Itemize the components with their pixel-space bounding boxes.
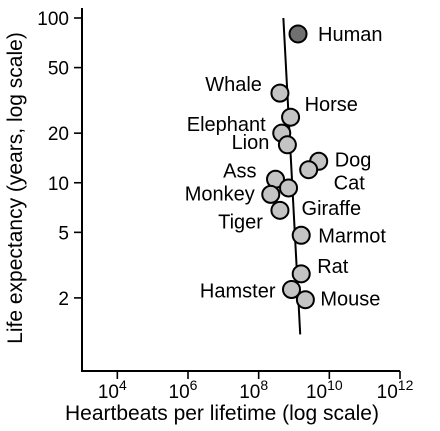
data-point-lion	[277, 135, 297, 155]
y-tick-label: 5	[58, 223, 69, 244]
data-point-cat	[299, 160, 319, 180]
data-point-whale	[270, 83, 290, 103]
y-tick-label: 20	[48, 124, 69, 145]
y-ticks: 100 50 20 10 5 2	[37, 9, 82, 310]
point-label-elephant: Elephant	[187, 114, 266, 136]
point-label-dog: Dog	[335, 149, 372, 171]
point-label-mouse: Mouse	[320, 289, 380, 311]
point-label-hamster: Hamster	[200, 280, 276, 302]
data-point-horse	[281, 107, 301, 127]
y-tick-label: 10	[48, 174, 69, 195]
data-point-marmot	[291, 225, 311, 245]
x-axis-title: Heartbeats per lifetime (log scale)	[65, 402, 379, 425]
x-tick-label: 108	[239, 377, 268, 403]
point-label-tiger: Tiger	[218, 211, 263, 233]
point-label-cat: Cat	[334, 173, 366, 195]
data-point-rat	[291, 264, 311, 284]
data-points	[261, 24, 329, 310]
point-label-lion: Lion	[232, 132, 270, 154]
y-tick-label: 100	[37, 9, 69, 30]
y-tick-label: 2	[58, 289, 69, 310]
x-tick-label: 1010	[306, 377, 343, 403]
point-label-rat: Rat	[317, 256, 349, 278]
x-ticks: 104 106 108 1010 1012	[98, 371, 414, 403]
axes	[81, 8, 400, 372]
data-point-monkey	[261, 184, 281, 204]
point-label-horse: Horse	[305, 94, 358, 116]
point-label-monkey: Monkey	[185, 183, 255, 205]
data-point-human	[288, 24, 308, 44]
x-tick-label: 1012	[377, 377, 414, 403]
point-label-giraffe: Giraffe	[302, 198, 362, 220]
x-tick-label: 106	[169, 377, 198, 403]
data-point-tiger	[270, 200, 290, 220]
data-point-hamster	[282, 279, 302, 299]
point-label-ass: Ass	[223, 160, 256, 182]
y-axis-title: Life expectancy (years, log scale)	[4, 32, 27, 344]
y-tick-label: 50	[48, 59, 69, 80]
point-label-human: Human	[318, 24, 382, 46]
x-tick-label: 104	[98, 377, 127, 403]
data-point-giraffe	[279, 178, 299, 198]
data-point-mouse	[295, 290, 315, 310]
point-label-whale: Whale	[205, 74, 262, 96]
point-label-marmot: Marmot	[318, 225, 386, 247]
